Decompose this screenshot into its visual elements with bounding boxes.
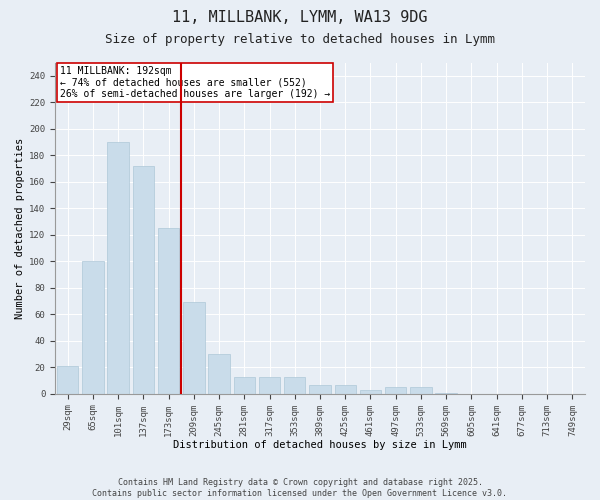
Text: Contains HM Land Registry data © Crown copyright and database right 2025.
Contai: Contains HM Land Registry data © Crown c… <box>92 478 508 498</box>
Bar <box>410 387 431 394</box>
Bar <box>385 387 406 394</box>
Bar <box>158 228 179 394</box>
Bar <box>360 390 381 394</box>
X-axis label: Distribution of detached houses by size in Lymm: Distribution of detached houses by size … <box>173 440 467 450</box>
Bar <box>208 354 230 394</box>
Bar <box>133 166 154 394</box>
Text: 11 MILLBANK: 192sqm
← 74% of detached houses are smaller (552)
26% of semi-detac: 11 MILLBANK: 192sqm ← 74% of detached ho… <box>61 66 331 99</box>
Bar <box>183 302 205 394</box>
Bar <box>107 142 129 394</box>
Y-axis label: Number of detached properties: Number of detached properties <box>15 138 25 319</box>
Text: Size of property relative to detached houses in Lymm: Size of property relative to detached ho… <box>105 32 495 46</box>
Bar <box>57 366 79 394</box>
Bar <box>436 392 457 394</box>
Bar <box>284 376 305 394</box>
Bar <box>259 376 280 394</box>
Bar <box>335 384 356 394</box>
Bar <box>233 376 255 394</box>
Bar <box>309 384 331 394</box>
Bar <box>82 262 104 394</box>
Text: 11, MILLBANK, LYMM, WA13 9DG: 11, MILLBANK, LYMM, WA13 9DG <box>172 10 428 25</box>
